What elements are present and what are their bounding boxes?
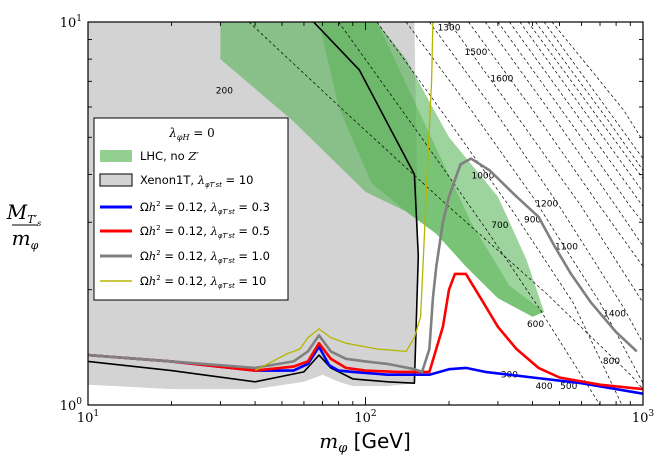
contour-label-900: 900 bbox=[524, 215, 541, 225]
contour-1300 bbox=[527, 22, 643, 179]
contour-label-800: 800 bbox=[603, 357, 620, 367]
curve-3 bbox=[88, 157, 638, 374]
contour-label-1100: 1100 bbox=[555, 242, 578, 252]
contour-800 bbox=[468, 22, 643, 267]
contour-label-1300: 1300 bbox=[438, 24, 461, 34]
contour-600 bbox=[429, 22, 643, 344]
contour-900 bbox=[484, 22, 643, 247]
legend: λφH = 0 LHC, no Z′ Xenon1T, λφT′st = 10 … bbox=[93, 117, 289, 301]
contour-label-1400: 1400 bbox=[603, 310, 626, 320]
contour-label-200: 200 bbox=[216, 87, 233, 97]
legend-swatch-xenon bbox=[99, 173, 133, 187]
contour-200 bbox=[248, 22, 643, 390]
x-axis-label: mφ [GeV] bbox=[319, 429, 411, 456]
contour-1600 bbox=[551, 22, 643, 141]
contour-500 bbox=[405, 22, 643, 384]
curve-4 bbox=[254, 22, 434, 372]
legend-label-1.0: Ωh2 = 0.12, λφT′st = 1.0 bbox=[140, 249, 270, 265]
legend-label-0.5: Ωh2 = 0.12, λφT′st = 0.5 bbox=[140, 224, 270, 240]
lhc-excluded-region-light bbox=[220, 22, 545, 317]
contour-1100 bbox=[509, 22, 643, 207]
contour-label-700: 700 bbox=[491, 221, 508, 231]
contour-label-600: 600 bbox=[527, 320, 544, 330]
curve-1 bbox=[88, 345, 643, 395]
y-tick-label: 101 bbox=[60, 14, 82, 31]
legend-box bbox=[93, 117, 289, 301]
legend-label-0.3: Ωh2 = 0.12, λφT′st = 0.3 bbox=[140, 200, 270, 216]
contour-label-500: 500 bbox=[560, 382, 577, 392]
contour-label-1000: 1000 bbox=[471, 172, 494, 182]
contour-label-400: 400 bbox=[535, 382, 552, 392]
x-tick-label: 103 bbox=[632, 409, 655, 426]
curve-2 bbox=[88, 272, 643, 391]
contour-label-1500: 1500 bbox=[464, 48, 487, 58]
legend-title: λφH = 0 bbox=[168, 126, 215, 142]
x-tick-label: 102 bbox=[354, 409, 376, 426]
legend-label-lhc: LHC, no Z′ bbox=[140, 149, 199, 163]
curve-0 bbox=[88, 22, 420, 384]
contour-300 bbox=[338, 22, 601, 405]
relic-density-curves bbox=[88, 22, 643, 395]
legend-label-xenon: Xenon1T, λφT′st = 10 bbox=[140, 173, 253, 189]
contour-1400 bbox=[535, 22, 643, 171]
contour-700 bbox=[448, 22, 643, 303]
contour-400 bbox=[376, 22, 623, 405]
contour-1000 bbox=[497, 22, 643, 223]
legend-swatch-lhc bbox=[100, 150, 132, 162]
legend-label-10: Ωh2 = 0.12, λφT′st = 10 bbox=[140, 274, 266, 290]
contour-label-1600: 1600 bbox=[490, 74, 513, 84]
y-tick-label: 100 bbox=[60, 397, 83, 414]
contour-1500 bbox=[543, 22, 643, 159]
contour-1200 bbox=[519, 22, 643, 193]
lhc-excluded-region-dark bbox=[319, 22, 545, 317]
contour-label-1200: 1200 bbox=[535, 199, 558, 209]
x-tick-label: 101 bbox=[77, 409, 99, 426]
